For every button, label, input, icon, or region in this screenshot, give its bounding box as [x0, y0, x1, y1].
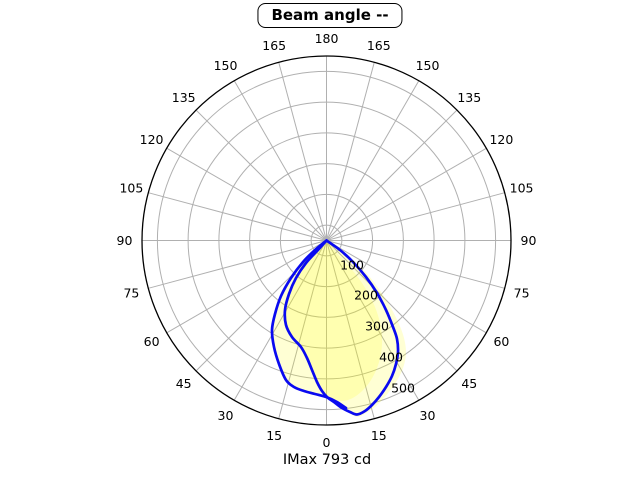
angle-tick-label: 90 [521, 233, 537, 248]
angle-tick-label: 0 [323, 435, 331, 450]
radial-tick-label: 100 [340, 258, 364, 273]
polar-grid-spoke [195, 240, 327, 372]
polar-grid-spoke [326, 240, 375, 419]
angle-tick-label: 60 [144, 334, 160, 349]
angle-tick-label: 15 [371, 428, 387, 443]
polar-grid-spoke [326, 240, 487, 334]
chart-title: Beam angle -- [257, 3, 403, 28]
radial-tick-label: 500 [391, 381, 415, 396]
angle-tick-label: 120 [489, 132, 513, 147]
angle-tick-label: 60 [493, 334, 509, 349]
angle-tick-label: 105 [119, 181, 143, 196]
polar-grid-ring [249, 163, 404, 318]
beam-curve-B [283, 239, 400, 416]
angle-tick-label: 30 [218, 408, 234, 423]
angle-tick-label: 45 [461, 376, 477, 391]
angle-tick-label: 165 [367, 38, 391, 53]
polar-grid-spoke [278, 240, 327, 419]
radial-tick-label: 300 [365, 319, 389, 334]
polar-grid-spoke [326, 240, 420, 401]
polar-grid-spoke [233, 80, 327, 241]
angle-tick-label: 105 [510, 181, 534, 196]
angle-tick-label: 135 [172, 90, 196, 105]
polar-grid-ring [187, 101, 466, 380]
angle-tick-label: 75 [123, 285, 139, 300]
angle-tick-label: 75 [514, 285, 530, 300]
beam-curve-A [270, 239, 348, 410]
radial-tick-label: 400 [379, 350, 403, 365]
polar-grid-ring [279, 193, 374, 288]
polar-grid-spoke [326, 62, 375, 241]
angle-tick-label: 30 [420, 408, 436, 423]
polar-grid-spoke [326, 80, 420, 241]
polar-grid-spoke [278, 62, 327, 241]
polar-grid-spoke [326, 240, 458, 372]
polar-grid-ring [310, 224, 343, 257]
polar-grid-spoke [166, 240, 327, 334]
polar-grid-spoke [195, 109, 327, 241]
angle-tick-label: 15 [266, 428, 282, 443]
angle-tick-label: 150 [416, 58, 440, 73]
angle-tick-label: 45 [176, 376, 192, 391]
polar-grid-spoke [148, 192, 327, 241]
angle-tick-label: 180 [315, 31, 339, 46]
radial-tick-label: 200 [354, 288, 378, 303]
polar-grid-spoke [233, 240, 327, 401]
angle-tick-label: 90 [117, 233, 133, 248]
angle-tick-label: 150 [214, 58, 238, 73]
polar-grid-spoke [166, 147, 327, 241]
polar-grid-spoke [326, 240, 505, 289]
imax-label: IMax 793 cd [282, 452, 372, 468]
polar-outer-ring [141, 55, 512, 426]
polar-grid-ring [156, 70, 497, 411]
polar-grid-spoke [326, 192, 505, 241]
angle-tick-label: 165 [262, 38, 286, 53]
angle-tick-label: 135 [457, 90, 481, 105]
polar-grid-spoke [148, 240, 327, 289]
angle-tick-label: 120 [140, 132, 164, 147]
polar-grid-ring [218, 132, 435, 349]
polar-grid-spoke [326, 109, 458, 241]
polar-grid-spoke [326, 147, 487, 241]
